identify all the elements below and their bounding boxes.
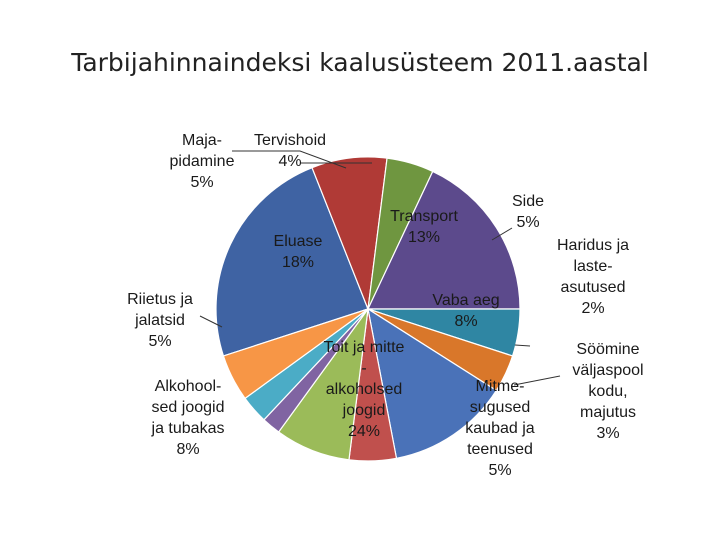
slice-label-line: Toit ja mitte [324, 339, 405, 356]
slice-label-line: joogid [342, 402, 386, 419]
pie-slice [367, 307, 498, 460]
slice-labels: Toit ja mitte - alkoholsed joogid 24% Alkohoo… [127, 132, 643, 479]
slice-label-line: Alkohool- [155, 378, 222, 395]
slice-label-line: kaubad ja [465, 420, 534, 437]
slice-label-line: väljaspool [572, 362, 643, 379]
slice-label: Riietus ja jalatsid 5% [127, 291, 193, 350]
slice-label: Vaba aeg 8% [432, 292, 499, 330]
slice-label-line: teenused [467, 441, 533, 458]
slice-label-line: Riietus ja [127, 291, 193, 308]
slice-label: Transport 13% [390, 208, 458, 246]
slice-label-line: Transport [390, 208, 458, 225]
pie-slice [367, 170, 521, 310]
slice-label-line: jalatsid [134, 312, 185, 329]
slice-label-line: 5% [148, 333, 171, 350]
slice-label-line: alkoholsed [326, 381, 403, 398]
slice-label-line: Tervishoid [254, 132, 326, 149]
slice-label-line: 24% [348, 423, 380, 440]
leader-line [514, 344, 531, 347]
slice-label: Mitme-sugused kaubad ja teenused 5% [465, 378, 534, 479]
leader-line [513, 375, 561, 386]
slice-label-line: 13% [408, 229, 440, 246]
pie-slice [222, 308, 369, 400]
slice-label-line: 18% [282, 254, 314, 271]
slice-label-line: 5% [190, 174, 213, 191]
slice-label-line: majutus [580, 404, 636, 421]
slice-label-line: 2% [581, 300, 604, 317]
slice-label-line: laste- [573, 258, 612, 275]
slice-label-line: Söömine [576, 341, 639, 358]
leader-line [232, 150, 347, 169]
slice-label-line: Maja- [182, 132, 222, 149]
slice-label-line: Mitme- [476, 378, 525, 395]
chart-title: Tarbijahinnaindeksi kaalusüsteem 2011.aa… [71, 48, 649, 77]
slice-label-line: kodu, [588, 383, 627, 400]
slice-label-line: 8% [176, 441, 199, 458]
leader-lines [199, 150, 561, 386]
pie-slices [215, 156, 521, 462]
slice-label-line: Haridus ja [557, 237, 629, 254]
slice-label: Side 5% [512, 193, 544, 231]
slice-label: Tervishoid 4% [254, 132, 326, 170]
slice-label-line: sugused [470, 399, 531, 416]
slice-label-line: Eluase [274, 233, 323, 250]
slice-label: Alkohool-sed joogid ja tubakas 8% [151, 378, 225, 458]
slice-label-line: 3% [596, 425, 619, 442]
slice-label-line: - [361, 360, 366, 377]
slice-label: Eluase 18% [274, 233, 323, 271]
slice-label-line: pidamine [170, 153, 235, 170]
slice-label-line: 5% [516, 214, 539, 231]
slice-label: Toit ja mitte - alkoholsed joogid 24% [324, 339, 405, 440]
pie-slice [215, 166, 369, 357]
slice-label: Haridus ja laste-asutused 2% [557, 237, 629, 317]
leader-line [491, 227, 513, 241]
slice-label-line: sed joogid [152, 399, 225, 416]
slice-label-line: Side [512, 193, 544, 210]
slice-label-line: asutused [561, 279, 626, 296]
slice-label-line: ja tubakas [151, 420, 225, 437]
slice-label: Söömine väljaspool kodu, majutus 3% [572, 341, 643, 442]
slice-label-line: 8% [454, 313, 477, 330]
slice-label: Maja-pidamine 5% [170, 132, 235, 191]
slice-label-line: Vaba aeg [432, 292, 499, 309]
slice-label-line: 4% [278, 153, 301, 170]
leader-line [199, 315, 223, 328]
slice-label-line: 5% [488, 462, 511, 479]
